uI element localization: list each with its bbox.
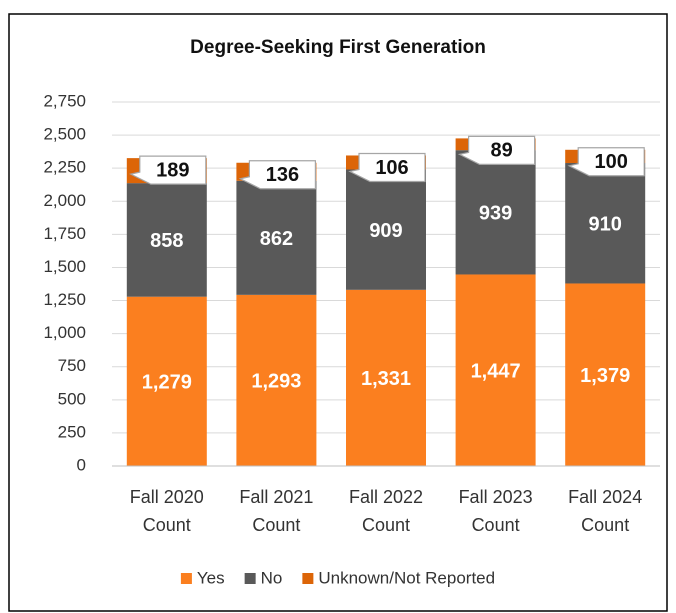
data-label: 189 bbox=[156, 159, 189, 181]
data-label: 1,447 bbox=[471, 361, 521, 383]
callout bbox=[129, 155, 207, 185]
chart-border bbox=[8, 13, 668, 612]
bar-segment bbox=[236, 180, 317, 295]
data-label: 858 bbox=[150, 230, 183, 252]
legend-swatch bbox=[302, 573, 314, 584]
data-label: 100 bbox=[595, 151, 628, 173]
y-tick-label: 2,750 bbox=[43, 91, 86, 110]
y-tick-label: 1,000 bbox=[43, 323, 86, 342]
bar-segment bbox=[455, 150, 536, 275]
data-label: 910 bbox=[589, 214, 622, 236]
x-tick-label: Fall 2021 Count bbox=[239, 487, 314, 535]
bar-segment bbox=[126, 183, 207, 297]
bar-segment bbox=[455, 274, 536, 466]
bar-segment bbox=[346, 169, 426, 290]
bar-segment bbox=[346, 289, 426, 466]
callout bbox=[567, 147, 645, 177]
x-tick-label: Fall 2022 Count bbox=[348, 487, 424, 535]
bar-segment bbox=[236, 294, 317, 466]
data-label: 1,279 bbox=[142, 372, 192, 394]
x-tick-label: Fall 2024 Count bbox=[568, 487, 643, 535]
callout bbox=[348, 152, 426, 183]
data-label: 1,379 bbox=[580, 365, 630, 387]
y-tick-label: 1,250 bbox=[43, 290, 86, 309]
callout bbox=[457, 135, 536, 165]
y-tick-label: 2,000 bbox=[43, 191, 86, 210]
data-label: 89 bbox=[490, 140, 512, 162]
legend-swatch bbox=[244, 573, 256, 584]
data-label: 106 bbox=[375, 157, 408, 179]
legend-label: Unknown/Not Reported bbox=[318, 568, 495, 587]
y-tick-label: 250 bbox=[58, 422, 86, 441]
x-tick-label: Fall 2023 Count bbox=[458, 487, 533, 535]
callout bbox=[238, 160, 316, 190]
legend-label: No bbox=[261, 568, 283, 587]
legend-label: Yes bbox=[197, 568, 225, 587]
data-label: 1,331 bbox=[361, 368, 411, 390]
x-tick-label: Fall 2020 Count bbox=[129, 487, 204, 535]
bar-segment bbox=[565, 163, 646, 284]
y-tick-label: 500 bbox=[58, 389, 86, 408]
legend-swatch bbox=[180, 573, 192, 584]
bar-segment bbox=[126, 296, 207, 466]
y-tick-label: 2,500 bbox=[43, 125, 86, 144]
chart-title: Degree-Seeking First Generation bbox=[190, 37, 486, 58]
y-tick-label: 1,750 bbox=[43, 224, 86, 243]
y-tick-label: 1,500 bbox=[43, 257, 86, 276]
data-label: 1,293 bbox=[251, 371, 301, 393]
y-tick-label: 2,250 bbox=[43, 158, 86, 177]
bar-segment bbox=[565, 283, 646, 466]
data-label: 862 bbox=[260, 228, 293, 250]
data-label: 939 bbox=[479, 203, 512, 225]
data-label: 136 bbox=[266, 164, 299, 186]
y-tick-label: 0 bbox=[77, 455, 86, 474]
data-label: 909 bbox=[369, 220, 402, 242]
y-tick-label: 750 bbox=[58, 356, 86, 375]
